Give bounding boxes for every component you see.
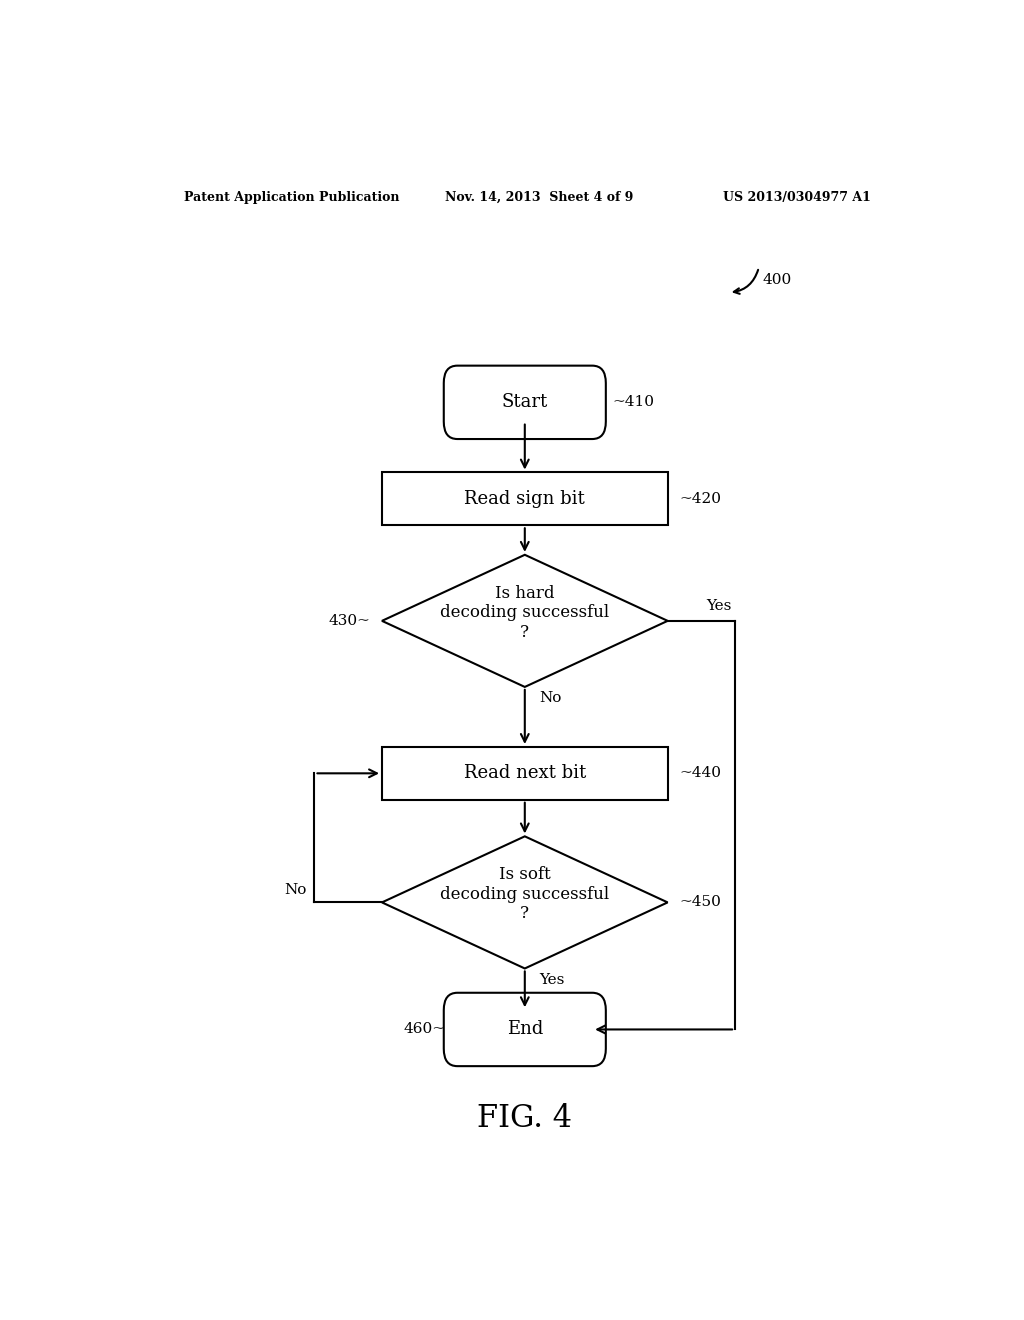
Text: ~420: ~420	[680, 492, 722, 506]
Text: Yes: Yes	[706, 599, 731, 612]
FancyBboxPatch shape	[443, 993, 606, 1067]
FancyBboxPatch shape	[443, 366, 606, 440]
Text: US 2013/0304977 A1: US 2013/0304977 A1	[723, 191, 871, 203]
Bar	[382, 473, 668, 525]
Bar	[382, 747, 668, 800]
Polygon shape	[382, 554, 668, 686]
Text: 430~: 430~	[328, 614, 370, 628]
Text: Nov. 14, 2013  Sheet 4 of 9: Nov. 14, 2013 Sheet 4 of 9	[445, 191, 634, 203]
Text: Patent Application Publication: Patent Application Publication	[183, 191, 399, 203]
Text: End: End	[507, 1020, 543, 1039]
Text: Is soft
decoding successful
?: Is soft decoding successful ?	[440, 866, 609, 923]
Text: ~410: ~410	[612, 395, 654, 409]
Text: Read sign bit: Read sign bit	[465, 490, 585, 508]
Text: ~450: ~450	[680, 895, 722, 909]
Text: Read next bit: Read next bit	[464, 764, 586, 783]
Text: Yes: Yes	[539, 973, 564, 986]
Text: ~440: ~440	[680, 767, 722, 780]
Text: 400: 400	[763, 273, 793, 288]
Text: Start: Start	[502, 393, 548, 412]
Text: 460~: 460~	[403, 1023, 445, 1036]
Text: No: No	[285, 883, 306, 898]
Text: Is hard
decoding successful
?: Is hard decoding successful ?	[440, 585, 609, 640]
Text: No: No	[539, 690, 561, 705]
Polygon shape	[382, 837, 668, 969]
Text: FIG. 4: FIG. 4	[477, 1104, 572, 1134]
